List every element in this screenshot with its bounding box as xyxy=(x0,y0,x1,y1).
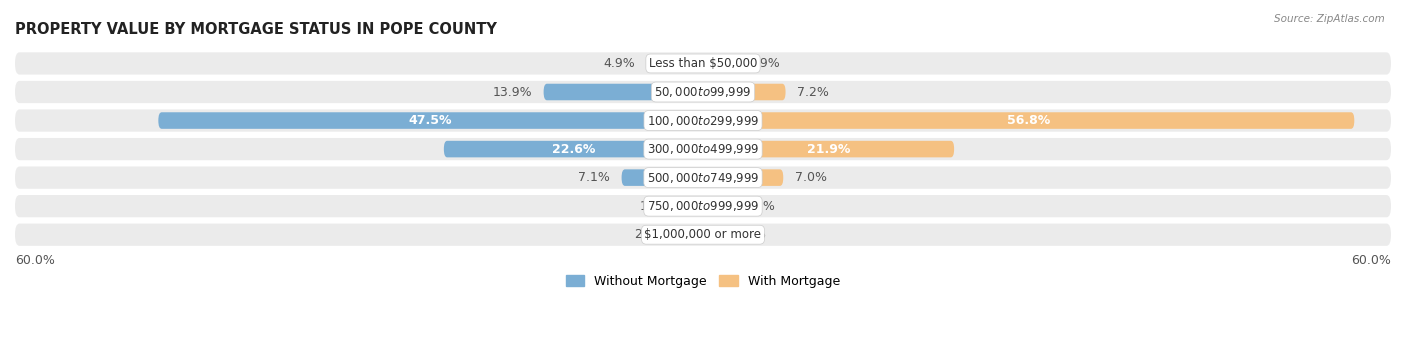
Text: Source: ZipAtlas.com: Source: ZipAtlas.com xyxy=(1274,14,1385,23)
Legend: Without Mortgage, With Mortgage: Without Mortgage, With Mortgage xyxy=(561,270,845,293)
FancyBboxPatch shape xyxy=(703,112,1354,129)
FancyBboxPatch shape xyxy=(444,141,703,157)
Text: $500,000 to $749,999: $500,000 to $749,999 xyxy=(647,171,759,185)
Text: $300,000 to $499,999: $300,000 to $499,999 xyxy=(647,142,759,156)
Text: $1,000,000 or more: $1,000,000 or more xyxy=(644,228,762,241)
Text: 22.6%: 22.6% xyxy=(551,142,595,156)
FancyBboxPatch shape xyxy=(544,84,703,100)
FancyBboxPatch shape xyxy=(15,138,1391,160)
FancyBboxPatch shape xyxy=(15,167,1391,189)
Text: $100,000 to $299,999: $100,000 to $299,999 xyxy=(647,114,759,128)
Text: $50,000 to $99,999: $50,000 to $99,999 xyxy=(654,85,752,99)
Text: 56.8%: 56.8% xyxy=(1007,114,1050,127)
FancyBboxPatch shape xyxy=(703,169,783,186)
FancyBboxPatch shape xyxy=(647,55,703,72)
FancyBboxPatch shape xyxy=(703,141,955,157)
Text: 60.0%: 60.0% xyxy=(1351,254,1391,267)
Text: 2.5%: 2.5% xyxy=(744,200,775,212)
FancyBboxPatch shape xyxy=(15,81,1391,103)
FancyBboxPatch shape xyxy=(678,226,703,243)
Text: 7.0%: 7.0% xyxy=(794,171,827,184)
Text: 2.2%: 2.2% xyxy=(634,228,666,241)
FancyBboxPatch shape xyxy=(703,198,731,215)
Text: 7.1%: 7.1% xyxy=(578,171,610,184)
FancyBboxPatch shape xyxy=(15,52,1391,74)
Text: Less than $50,000: Less than $50,000 xyxy=(648,57,758,70)
Text: 2.9%: 2.9% xyxy=(748,57,779,70)
FancyBboxPatch shape xyxy=(703,84,786,100)
Text: 60.0%: 60.0% xyxy=(15,254,55,267)
FancyBboxPatch shape xyxy=(703,55,737,72)
FancyBboxPatch shape xyxy=(15,195,1391,217)
Text: 4.9%: 4.9% xyxy=(603,57,636,70)
Text: PROPERTY VALUE BY MORTGAGE STATUS IN POPE COUNTY: PROPERTY VALUE BY MORTGAGE STATUS IN POP… xyxy=(15,22,496,37)
Text: $750,000 to $999,999: $750,000 to $999,999 xyxy=(647,199,759,213)
Text: 7.2%: 7.2% xyxy=(797,85,830,99)
FancyBboxPatch shape xyxy=(703,226,724,243)
FancyBboxPatch shape xyxy=(621,169,703,186)
Text: 1.7%: 1.7% xyxy=(640,200,672,212)
Text: 47.5%: 47.5% xyxy=(409,114,453,127)
Text: 1.8%: 1.8% xyxy=(735,228,768,241)
FancyBboxPatch shape xyxy=(15,224,1391,246)
FancyBboxPatch shape xyxy=(683,198,703,215)
Text: 13.9%: 13.9% xyxy=(492,85,531,99)
Text: 21.9%: 21.9% xyxy=(807,142,851,156)
FancyBboxPatch shape xyxy=(15,109,1391,132)
FancyBboxPatch shape xyxy=(159,112,703,129)
